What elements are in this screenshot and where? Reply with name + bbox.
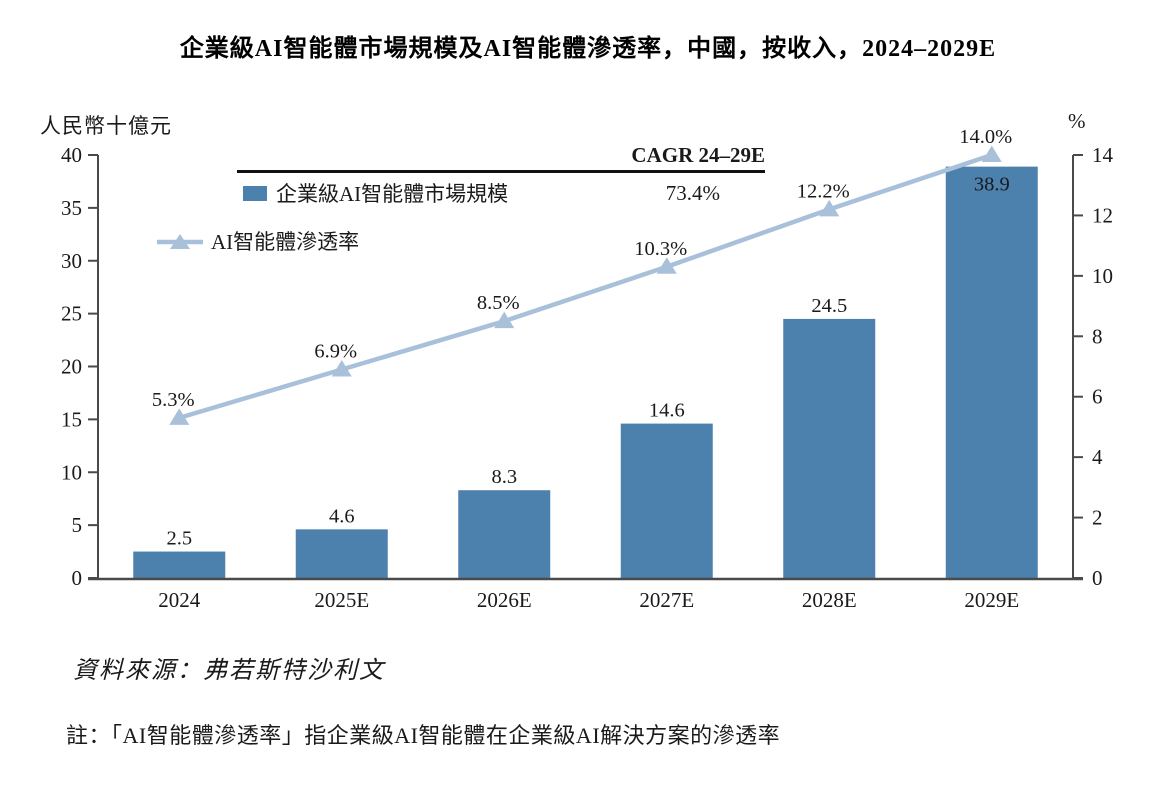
- left-axis-tick-label: 5: [72, 513, 83, 537]
- right-axis-tick-label: 12: [1092, 203, 1113, 227]
- cagr-underline: [237, 170, 765, 173]
- left-axis-tick-label: 40: [61, 143, 82, 167]
- bar-2026E: [458, 490, 551, 578]
- bar-legend-swatch: [243, 185, 267, 201]
- right-axis-tick-label: 10: [1092, 264, 1113, 288]
- category-label: 2025E: [314, 588, 369, 612]
- chart-title: 企業級AI智能體市場規模及AI智能體滲透率，中國，按收入，2024–2029E: [179, 36, 997, 62]
- bar-2025E: [295, 529, 388, 578]
- right-axis-tick-label: 14: [1092, 143, 1114, 167]
- left-axis-tick-label: 20: [61, 355, 82, 379]
- right-axis-unit-label: %: [1068, 109, 1086, 133]
- cagr-value: 73.4%: [665, 180, 720, 205]
- left-axis-unit-label: 人民幣十億元: [40, 114, 172, 138]
- category-label: 2028E: [802, 588, 857, 612]
- legend-item-market-size: 企業級AI智能體市場規模: [237, 178, 508, 208]
- right-axis-tick-label: 6: [1092, 385, 1103, 409]
- right-axis-tick-label: 0: [1092, 566, 1103, 590]
- category-label: 2027E: [639, 588, 694, 612]
- bar-value-label: 24.5: [811, 295, 847, 317]
- bar-value-label: 8.3: [491, 466, 517, 488]
- line-value-label: 5.3%: [152, 389, 195, 411]
- bar-2024: [133, 551, 226, 578]
- category-label: 2029E: [964, 588, 1019, 612]
- line-legend-label: AI智能體滲透率: [211, 230, 360, 254]
- line-value-label: 10.3%: [634, 238, 687, 260]
- penetration-rate-line: [178, 152, 993, 421]
- category-label: 2024: [158, 588, 201, 612]
- bar-2029E: [945, 166, 1038, 578]
- cagr-header: CAGR 24–29E: [631, 143, 765, 167]
- legend-item-penetration: AI智能體滲透率: [157, 226, 359, 256]
- right-axis-tick-label: 2: [1092, 506, 1103, 530]
- bar-value-label: 14.6: [649, 400, 685, 422]
- bar-2027E: [620, 423, 713, 578]
- left-axis-tick-label: 30: [61, 249, 82, 273]
- definition-note: 註：「AI智能體滲透率」指企業級AI智能體在企業級AI解決方案的滲透率: [66, 723, 781, 748]
- line-value-label: 14.0%: [959, 126, 1012, 148]
- line-value-label: 12.2%: [797, 180, 850, 202]
- line-value-label: 6.9%: [314, 341, 357, 363]
- bar-legend-label: 企業級AI智能體市場規模: [276, 182, 509, 206]
- line-legend-marker: [157, 234, 203, 249]
- right-axis-tick-label: 8: [1092, 324, 1103, 348]
- left-axis-tick-label: 35: [61, 196, 82, 220]
- left-axis-tick-label: 25: [61, 302, 82, 326]
- cagr-block: CAGR 24–29E 企業級AI智能體市場規模 73.4%: [237, 143, 765, 208]
- bar-2028E: [783, 318, 876, 578]
- combo-chart: 0 5 10 15 20 25 30 35 40 0 2 4 6 8 10 12 14 2024 2025E 2026…: [61, 126, 1114, 612]
- bar-value-label: 4.6: [329, 505, 355, 527]
- left-axis-tick-label: 0: [72, 566, 83, 590]
- left-axis-tick-label: 15: [61, 407, 82, 431]
- category-label: 2026E: [477, 588, 532, 612]
- source-note: 資料來源：弗若斯特沙利文: [73, 658, 385, 684]
- left-axis-tick-label: 10: [61, 460, 82, 484]
- right-axis-tick-label: 4: [1092, 445, 1103, 469]
- bar-value-label: 2.5: [166, 528, 192, 550]
- line-value-label: 8.5%: [477, 292, 520, 314]
- legend-and-cagr-row: 企業級AI智能體市場規模 73.4%: [237, 173, 765, 208]
- bar-value-label: 38.9: [974, 174, 1010, 196]
